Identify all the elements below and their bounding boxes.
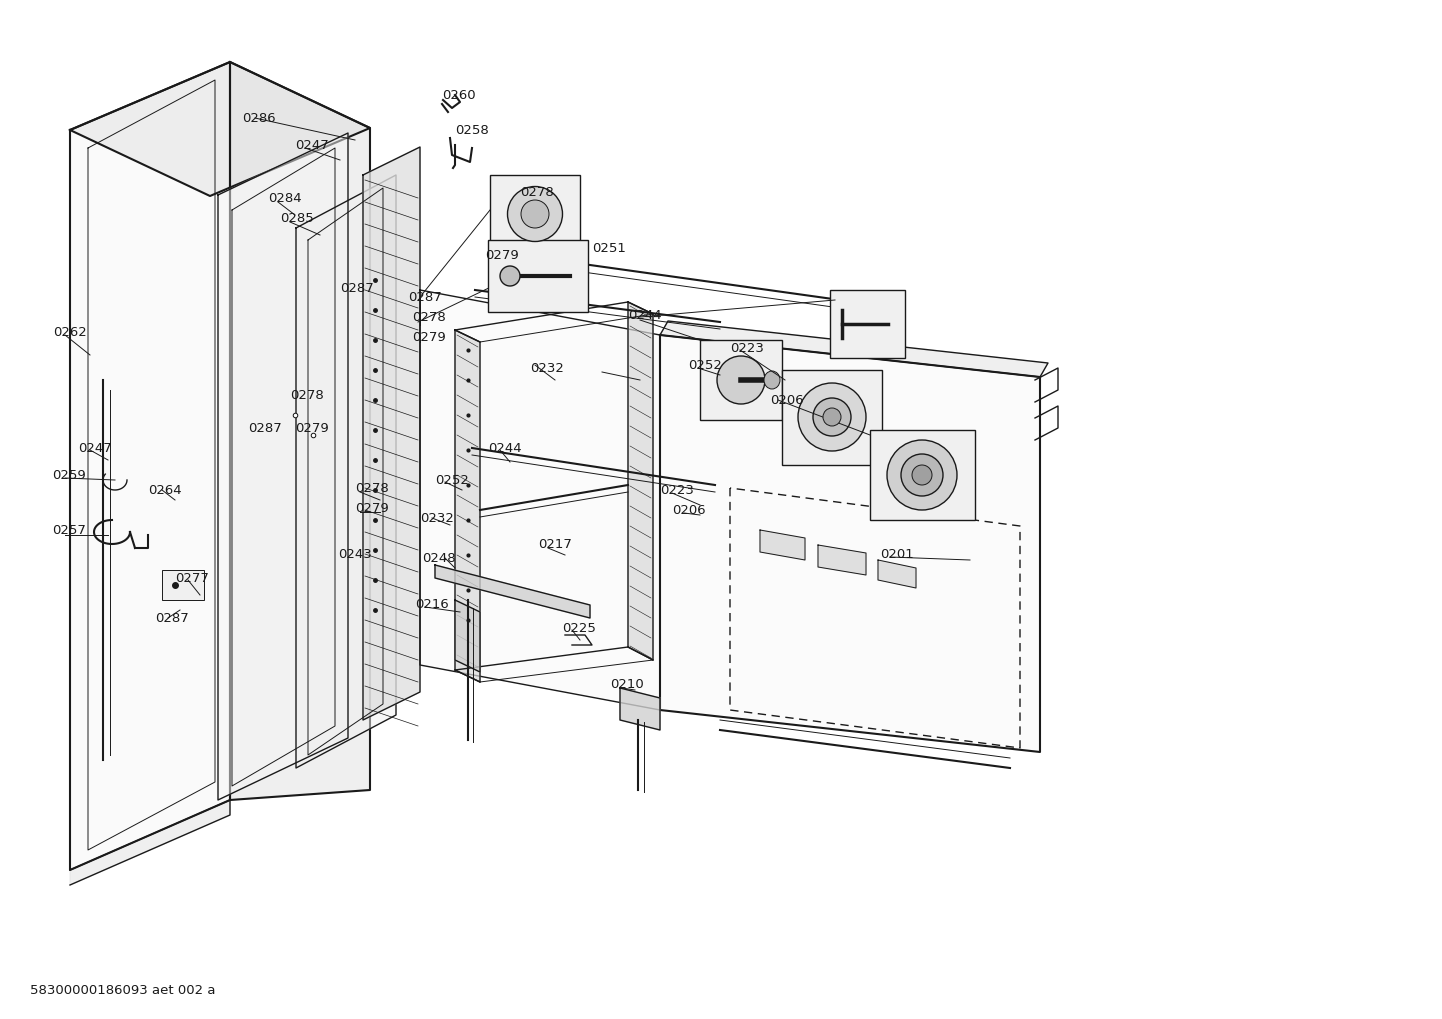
Bar bbox=[782, 370, 883, 465]
Polygon shape bbox=[456, 600, 480, 672]
Text: 0223: 0223 bbox=[730, 341, 764, 355]
Text: 0279: 0279 bbox=[296, 422, 329, 434]
Bar bbox=[162, 570, 203, 600]
Text: 0285: 0285 bbox=[280, 212, 314, 224]
Text: 0262: 0262 bbox=[53, 325, 87, 338]
Polygon shape bbox=[71, 62, 371, 196]
Polygon shape bbox=[435, 565, 590, 618]
Polygon shape bbox=[296, 175, 397, 768]
Ellipse shape bbox=[901, 454, 943, 496]
Text: 0252: 0252 bbox=[435, 474, 469, 486]
Text: 0259: 0259 bbox=[52, 469, 85, 482]
Text: 0287: 0287 bbox=[248, 422, 281, 434]
Ellipse shape bbox=[887, 440, 957, 510]
Bar bbox=[831, 290, 906, 358]
Polygon shape bbox=[71, 800, 231, 884]
Text: 0216: 0216 bbox=[415, 598, 448, 611]
Text: 0278: 0278 bbox=[355, 482, 389, 494]
Polygon shape bbox=[760, 530, 805, 560]
Polygon shape bbox=[71, 62, 231, 870]
Text: 0210: 0210 bbox=[610, 679, 643, 692]
Text: 0244: 0244 bbox=[487, 441, 522, 454]
Polygon shape bbox=[818, 545, 867, 575]
Text: 0286: 0286 bbox=[242, 111, 275, 124]
Bar bbox=[870, 430, 975, 520]
Ellipse shape bbox=[717, 356, 766, 404]
Text: 0260: 0260 bbox=[443, 89, 476, 102]
Text: 0232: 0232 bbox=[420, 512, 454, 525]
Text: 0277: 0277 bbox=[174, 572, 209, 585]
Text: 0201: 0201 bbox=[880, 548, 914, 561]
Polygon shape bbox=[629, 302, 653, 660]
Text: 0284: 0284 bbox=[268, 192, 301, 205]
Text: 0287: 0287 bbox=[154, 611, 189, 625]
Text: 0247: 0247 bbox=[296, 139, 329, 152]
Text: 0244: 0244 bbox=[629, 309, 662, 322]
Text: 0287: 0287 bbox=[408, 290, 441, 304]
Text: 58300000186093 aet 002 a: 58300000186093 aet 002 a bbox=[30, 983, 215, 997]
Text: 0278: 0278 bbox=[290, 388, 324, 401]
Text: 0232: 0232 bbox=[531, 362, 564, 375]
Text: 0258: 0258 bbox=[456, 123, 489, 137]
Polygon shape bbox=[218, 133, 348, 800]
Text: 0206: 0206 bbox=[672, 503, 705, 517]
Ellipse shape bbox=[764, 371, 780, 389]
Text: 0223: 0223 bbox=[660, 483, 694, 496]
Polygon shape bbox=[878, 560, 916, 588]
Polygon shape bbox=[660, 335, 1040, 752]
Text: 0206: 0206 bbox=[770, 393, 803, 407]
Polygon shape bbox=[660, 321, 1048, 377]
Text: 0248: 0248 bbox=[423, 551, 456, 565]
Polygon shape bbox=[231, 62, 371, 800]
Text: 0287: 0287 bbox=[340, 281, 373, 294]
Ellipse shape bbox=[508, 186, 562, 242]
Text: 0252: 0252 bbox=[688, 359, 722, 372]
Bar bbox=[487, 240, 588, 312]
Text: 0278: 0278 bbox=[412, 311, 446, 323]
Text: 0278: 0278 bbox=[521, 185, 554, 199]
Text: 0251: 0251 bbox=[593, 242, 626, 255]
Ellipse shape bbox=[797, 383, 867, 451]
Text: 0279: 0279 bbox=[412, 330, 446, 343]
Ellipse shape bbox=[521, 200, 549, 228]
Bar bbox=[490, 175, 580, 253]
Polygon shape bbox=[620, 688, 660, 730]
Ellipse shape bbox=[500, 266, 521, 286]
Ellipse shape bbox=[911, 465, 932, 485]
Polygon shape bbox=[420, 290, 660, 710]
Ellipse shape bbox=[823, 408, 841, 426]
Polygon shape bbox=[456, 330, 480, 682]
Text: 0279: 0279 bbox=[355, 501, 389, 515]
Bar bbox=[699, 340, 782, 420]
Text: 0243: 0243 bbox=[337, 548, 372, 561]
Text: 0247: 0247 bbox=[78, 441, 111, 454]
Text: 0257: 0257 bbox=[52, 524, 87, 536]
Text: 0225: 0225 bbox=[562, 622, 596, 635]
Text: 0217: 0217 bbox=[538, 538, 572, 551]
Polygon shape bbox=[363, 147, 420, 720]
Text: 0279: 0279 bbox=[485, 249, 519, 262]
Ellipse shape bbox=[813, 398, 851, 436]
Text: 0264: 0264 bbox=[149, 483, 182, 496]
